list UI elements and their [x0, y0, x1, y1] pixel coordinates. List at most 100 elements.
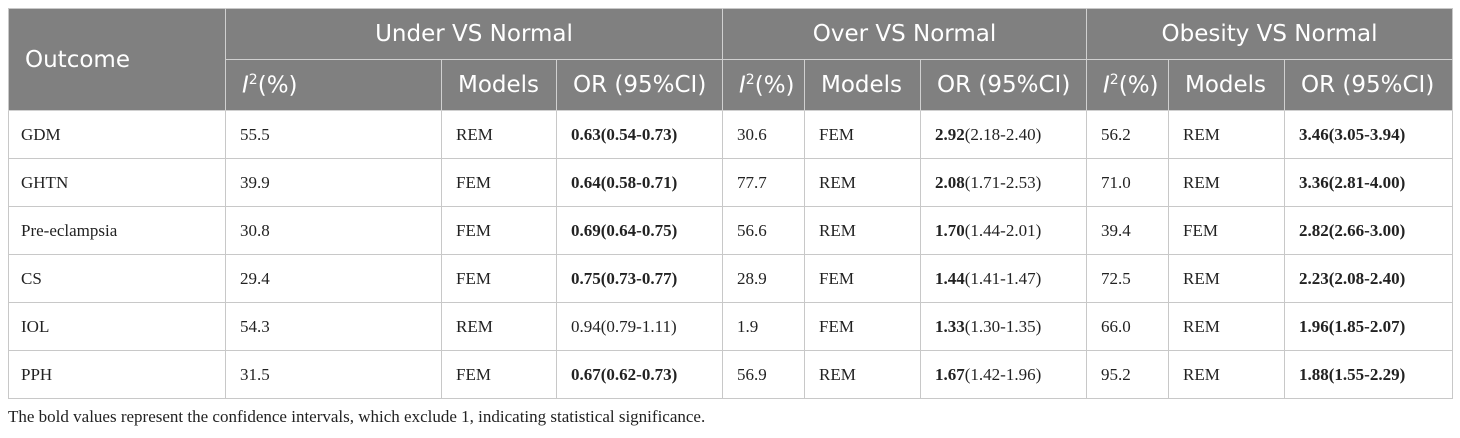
ci-value: (0.73-0.77)	[600, 268, 678, 288]
ci-value: (1.85-2.07)	[1328, 316, 1406, 336]
i2-cell: 56.2	[1086, 110, 1169, 159]
i2-cell: 29.4	[225, 254, 442, 303]
outcome-header: Outcome	[8, 8, 226, 111]
i2-superscript: 2	[745, 71, 755, 88]
or-value: 1.44	[935, 268, 965, 288]
table-row: CS 29.4 FEM 0.75(0.73-0.77) 28.9 FEM 1.44(1.41…	[8, 254, 1453, 303]
model-cell: REM	[1168, 110, 1285, 159]
outcome-cell: IOL	[8, 302, 226, 351]
or-cell: 0.67(0.62-0.73)	[556, 350, 723, 399]
outcome-cell: Pre-eclampsia	[8, 206, 226, 255]
i2-suffix: (%)	[257, 72, 298, 99]
ci-value: (0.64-0.75)	[600, 220, 678, 240]
or-value: 0.94	[571, 316, 601, 336]
or-cell: 3.46(3.05-3.94)	[1284, 110, 1453, 159]
i2-suffix: (%)	[1118, 72, 1159, 99]
table-row: GHTN 39.9 FEM 0.64(0.58-0.71) 77.7 REM 2.08(1.…	[8, 158, 1453, 207]
models-header-under: Models	[441, 59, 557, 111]
i2-suffix: (%)	[754, 72, 795, 99]
i2-header-under: I2(%)	[225, 59, 442, 111]
table-footnote: The bold values represent the confidence…	[8, 407, 706, 426]
or-value: 3.46	[1299, 124, 1329, 144]
or-cell: 0.64(0.58-0.71)	[556, 158, 723, 207]
outcome-cell: GDM	[8, 110, 226, 159]
i2-cell: 31.5	[225, 350, 442, 399]
or-cell: 2.82(2.66-3.00)	[1284, 206, 1453, 255]
model-cell: FEM	[804, 110, 921, 159]
i2-header-obesity: I2(%)	[1086, 59, 1169, 111]
or-header-over: OR (95%CI)	[920, 59, 1087, 111]
or-value: 0.64	[571, 172, 601, 192]
or-value: 3.36	[1299, 172, 1329, 192]
or-cell: 1.88(1.55-2.29)	[1284, 350, 1453, 399]
or-cell: 1.44(1.41-1.47)	[920, 254, 1087, 303]
model-cell: FEM	[804, 302, 921, 351]
or-value: 0.75	[571, 268, 601, 288]
ci-value: (1.44-2.01)	[964, 220, 1042, 240]
outcome-cell: GHTN	[8, 158, 226, 207]
ci-value: (2.08-2.40)	[1328, 268, 1406, 288]
table-row: IOL 54.3 REM 0.94(0.79-1.11) 1.9 FEM 1.33(1.30…	[8, 302, 1453, 351]
i2-cell: 56.6	[722, 206, 805, 255]
i2-cell: 71.0	[1086, 158, 1169, 207]
or-header-obesity: OR (95%CI)	[1284, 59, 1453, 111]
i2-cell: 39.4	[1086, 206, 1169, 255]
model-cell: REM	[804, 206, 921, 255]
group-header-obesity: Obesity VS Normal	[1086, 8, 1453, 60]
model-cell: REM	[1168, 302, 1285, 351]
or-cell: 1.33(1.30-1.35)	[920, 302, 1087, 351]
i2-cell: 1.9	[722, 302, 805, 351]
ci-value: (1.71-2.53)	[964, 172, 1042, 192]
or-value: 1.96	[1299, 316, 1329, 336]
ci-value: (3.05-3.94)	[1328, 124, 1406, 144]
or-value: 2.08	[935, 172, 965, 192]
table-row: PPH 31.5 FEM 0.67(0.62-0.73) 56.9 REM 1.67(1.4…	[8, 350, 1453, 399]
model-cell: FEM	[441, 158, 557, 207]
i2-cell: 39.9	[225, 158, 442, 207]
model-cell: FEM	[441, 254, 557, 303]
table-row: GDM 55.5 REM 0.63(0.54-0.73) 30.6 FEM 2.92(2.1…	[8, 110, 1453, 159]
results-table-container: Outcome Under VS Normal Over VS Normal O…	[8, 8, 1453, 427]
or-value: 0.67	[571, 364, 601, 384]
ci-value: (2.66-3.00)	[1328, 220, 1406, 240]
model-cell: REM	[804, 158, 921, 207]
ci-value: (1.41-1.47)	[964, 268, 1042, 288]
ci-value: (1.42-1.96)	[964, 364, 1042, 384]
or-value: 2.23	[1299, 268, 1329, 288]
ci-value: (2.18-2.40)	[964, 124, 1042, 144]
i2-cell: 77.7	[722, 158, 805, 207]
or-value: 0.69	[571, 220, 601, 240]
model-cell: FEM	[441, 350, 557, 399]
models-header-obesity: Models	[1168, 59, 1285, 111]
or-value: 0.63	[571, 124, 601, 144]
or-cell: 1.70(1.44-2.01)	[920, 206, 1087, 255]
i2-header-over: I2(%)	[722, 59, 805, 111]
or-cell: 2.23(2.08-2.40)	[1284, 254, 1453, 303]
i2-superscript: 2	[1109, 71, 1119, 88]
or-value: 1.88	[1299, 364, 1329, 384]
i2-cell: 95.2	[1086, 350, 1169, 399]
or-cell: 0.94(0.79-1.11)	[556, 302, 723, 351]
table-row: Pre-eclampsia 30.8 FEM 0.69(0.64-0.75) 56.6 R…	[8, 206, 1453, 255]
ci-value: (0.79-1.11)	[600, 316, 677, 336]
i2-cell: 72.5	[1086, 254, 1169, 303]
group-header-under: Under VS Normal	[225, 8, 723, 60]
model-cell: REM	[1168, 254, 1285, 303]
i2-symbol: I	[1103, 72, 1110, 99]
i2-cell: 30.6	[722, 110, 805, 159]
or-cell: 1.67(1.42-1.96)	[920, 350, 1087, 399]
i2-cell: 54.3	[225, 302, 442, 351]
i2-cell: 66.0	[1086, 302, 1169, 351]
or-value: 1.33	[935, 316, 965, 336]
ci-value: (2.81-4.00)	[1328, 172, 1406, 192]
i2-superscript: 2	[248, 71, 258, 88]
or-cell: 2.92(2.18-2.40)	[920, 110, 1087, 159]
ci-value: (1.55-2.29)	[1328, 364, 1406, 384]
or-header-under: OR (95%CI)	[556, 59, 723, 111]
or-value: 2.82	[1299, 220, 1329, 240]
models-header-over: Models	[804, 59, 921, 111]
model-cell: FEM	[441, 206, 557, 255]
or-value: 1.67	[935, 364, 965, 384]
model-cell: FEM	[804, 254, 921, 303]
i2-symbol: I	[739, 72, 746, 99]
